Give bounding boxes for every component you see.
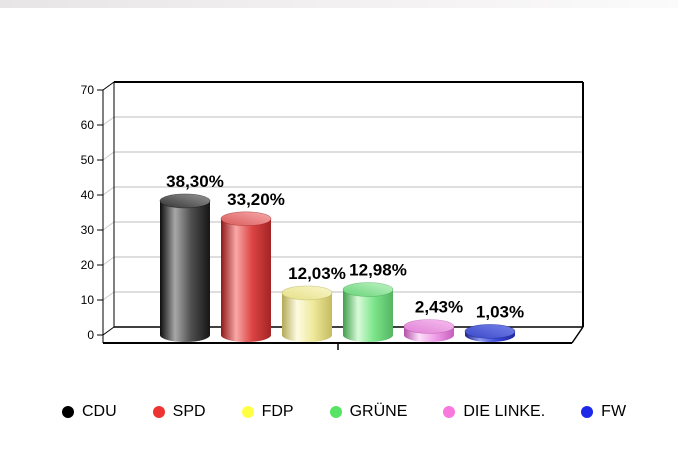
bar-cylinder-top-GRÜNE bbox=[342, 282, 394, 297]
bar-value-label: 12,98% bbox=[349, 261, 407, 280]
legend-item-gr-ne: GRÜNE bbox=[329, 402, 408, 422]
chart-legend: CDU SPD FDP GRÜNE DIE LINKE. FW bbox=[62, 402, 626, 422]
bar-value-label: 33,20% bbox=[227, 190, 285, 209]
gridline-depth-connector bbox=[102, 221, 115, 231]
gridline-depth-connector bbox=[102, 256, 115, 266]
y-axis-tick-label: 0 bbox=[87, 328, 94, 342]
chart-frame-line bbox=[571, 326, 584, 344]
legend-label: GRÜNE bbox=[349, 403, 408, 420]
legend-item-die-linke-: DIE LINKE. bbox=[443, 402, 545, 422]
legend-color-dot bbox=[241, 406, 254, 418]
y-axis-tick-label: 50 bbox=[81, 153, 95, 167]
y-axis-tick-label: 20 bbox=[81, 258, 95, 272]
legend-label: CDU bbox=[82, 403, 117, 420]
chart-frame-line bbox=[102, 326, 115, 336]
bar-cylinder-top-FW bbox=[464, 324, 516, 339]
legend-label: FDP bbox=[261, 403, 294, 420]
gridline-depth-connector bbox=[102, 116, 115, 126]
bar-value-label: 2,43% bbox=[415, 297, 463, 316]
gridline-depth-connector bbox=[102, 186, 115, 196]
bar-value-label: 38,30% bbox=[166, 172, 224, 191]
bar-cylinder-top-CDU bbox=[159, 193, 211, 209]
gridline-depth-connector bbox=[102, 151, 115, 161]
legend-item-cdu: CDU bbox=[62, 402, 117, 422]
bar-value-label: 12,03% bbox=[288, 264, 346, 283]
y-axis-tick-label: 30 bbox=[81, 223, 95, 237]
bar-cylinder-body-SPD bbox=[221, 218, 271, 342]
legend-color-dot bbox=[581, 406, 594, 418]
gridline-depth-connector bbox=[102, 291, 115, 301]
legend-item-spd: SPD bbox=[152, 402, 206, 422]
y-axis-tick-label: 10 bbox=[81, 293, 95, 307]
bar-value-label: 1,03% bbox=[476, 302, 524, 321]
bar-cylinder-body-FDP bbox=[282, 292, 332, 342]
bar-cylinder-body-CDU bbox=[160, 200, 210, 342]
bar-cylinder-top-SPD bbox=[220, 211, 272, 227]
bar-cylinder-top-DIE LINKE. bbox=[403, 319, 455, 334]
bar-cylinder-top-FDP bbox=[281, 285, 333, 301]
window-top-strip bbox=[0, 0, 678, 8]
legend-label: DIE LINKE. bbox=[463, 403, 546, 420]
y-axis-tick-label: 40 bbox=[81, 188, 95, 202]
legend-color-dot bbox=[443, 406, 456, 418]
legend-color-dot bbox=[62, 406, 74, 418]
y-axis-tick-label: 60 bbox=[81, 118, 95, 132]
legend-label: SPD bbox=[172, 403, 206, 420]
bar-cylinder-body-GRÜNE bbox=[343, 289, 393, 342]
legend-item-fdp: FDP bbox=[241, 402, 294, 422]
legend-color-dot bbox=[329, 406, 342, 418]
y-axis-tick-label: 70 bbox=[81, 83, 95, 97]
legend-color-dot bbox=[152, 406, 165, 418]
chart-frame-line bbox=[102, 81, 115, 91]
legend-label: FW bbox=[601, 403, 627, 420]
legend-item-fw: FW bbox=[581, 402, 626, 422]
